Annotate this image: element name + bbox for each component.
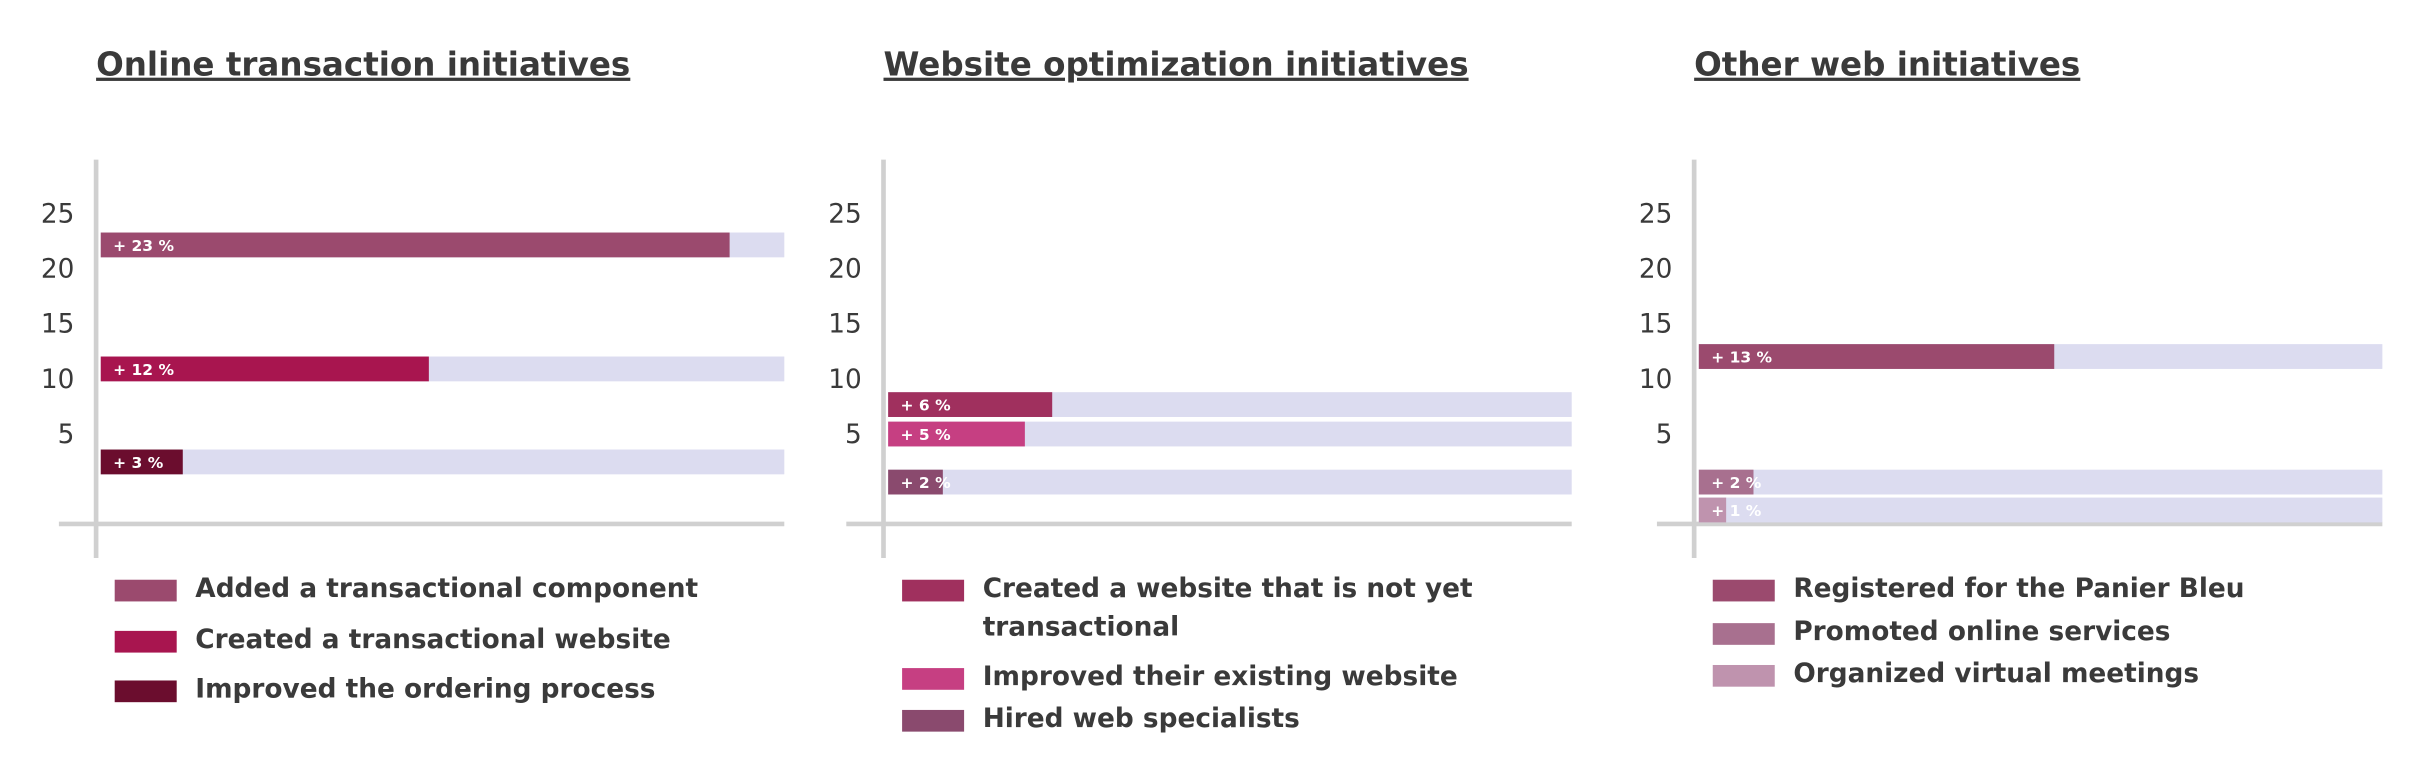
chart-title: Other web initiatives <box>1694 46 2080 84</box>
legend-swatch <box>902 579 965 602</box>
legend-item: Created a transactional website <box>195 624 671 656</box>
y-tick-label: 20 <box>828 255 862 285</box>
y-tick-label: 15 <box>828 310 862 340</box>
y-tick-label: 20 <box>41 255 75 285</box>
legend-label: Improved the ordering process <box>195 674 656 706</box>
bar <box>1698 497 1727 523</box>
legend-swatch <box>1712 664 1775 687</box>
legend-item: Created a website that is not yet transa… <box>982 573 1473 644</box>
legend-label: Added a transactional component <box>195 573 699 605</box>
bar <box>888 421 1025 447</box>
legend-item: Improved their existing website <box>982 661 1458 693</box>
legend-item: Hired web specialists <box>982 703 1300 735</box>
legend-swatch <box>1712 579 1775 602</box>
legend-label: Improved their existing website <box>982 661 1458 693</box>
bar-track <box>1698 497 2383 523</box>
bar-value-label: + 3 % <box>113 454 164 472</box>
y-tick-label: 10 <box>41 365 75 395</box>
bar-value-label: + 6 % <box>901 397 952 415</box>
legend-item: Added a transactional component <box>195 573 699 605</box>
legend-label: Hired web specialists <box>982 703 1300 735</box>
chart-title: Website optimization initiatives <box>884 46 1469 84</box>
y-tick-label: 5 <box>845 420 862 450</box>
bar-value-label: + 1 % <box>1711 502 1762 520</box>
legend-swatch <box>114 630 177 653</box>
chart-title: Online transaction initiatives <box>96 46 630 84</box>
y-tick-label: 25 <box>828 199 862 229</box>
legend-label: Created a website that is not yet transa… <box>982 573 1473 644</box>
y-tick-label: 25 <box>1639 199 1673 229</box>
bar-track <box>1698 469 2383 495</box>
bar-value-label: + 2 % <box>1711 474 1762 492</box>
bar <box>100 232 730 258</box>
y-tick-label: 20 <box>1639 255 1673 285</box>
y-tick-label: 10 <box>828 365 862 395</box>
bar-value-label: + 2 % <box>901 474 952 492</box>
legend-label: Created a transactional website <box>195 624 671 656</box>
legend-swatch <box>902 709 965 732</box>
bar <box>1698 469 1754 495</box>
legend-item: Registered for the Panier Bleu <box>1793 573 2245 605</box>
bar-value-label: + 12 % <box>113 361 174 379</box>
bar-value-label: + 23 % <box>113 237 174 255</box>
bar <box>1698 344 2055 369</box>
bar-value-label: + 13 % <box>1711 349 1772 367</box>
legend-item: Improved the ordering process <box>195 674 656 706</box>
legend-label: Organized virtual meetings <box>1793 658 2200 690</box>
legend-label: Promoted online services <box>1793 616 2171 648</box>
bar <box>888 392 1053 417</box>
bar-value-label: + 5 % <box>901 426 952 444</box>
legend-label: Registered for the Panier Bleu <box>1793 573 2245 605</box>
legend-swatch <box>902 668 965 690</box>
bar <box>100 449 183 475</box>
bar <box>100 356 429 382</box>
legend-swatch <box>114 680 177 703</box>
y-tick-label: 5 <box>58 420 75 450</box>
bar-track <box>100 449 785 475</box>
legend-swatch <box>114 579 177 602</box>
y-tick-label: 15 <box>41 310 75 340</box>
y-tick-label: 25 <box>41 199 75 229</box>
legend-item: Promoted online services <box>1793 616 2171 648</box>
bar <box>888 469 943 495</box>
y-tick-label: 15 <box>1639 310 1673 340</box>
y-tick-label: 10 <box>1639 365 1673 395</box>
legend-item: Organized virtual meetings <box>1793 658 2200 690</box>
legend-swatch <box>1712 623 1775 645</box>
bar-track <box>888 469 1572 495</box>
y-tick-label: 5 <box>1656 420 1673 450</box>
